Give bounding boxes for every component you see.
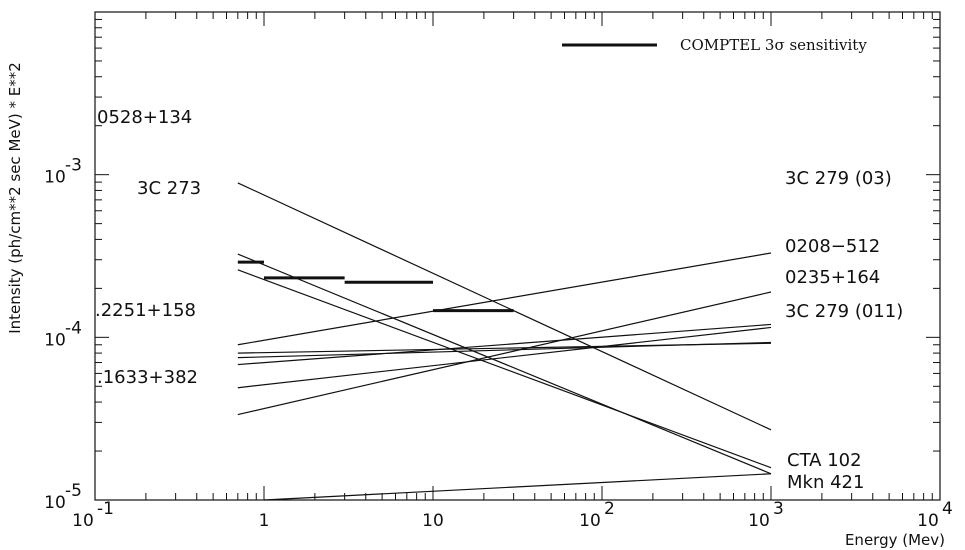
y-tick-exponent: -3 [65,156,82,176]
series-line [237,341,772,359]
series-line [237,326,772,389]
label-cta102: CTA 102 [787,450,862,471]
source-labels: 0528+134 3C 273 .2251+158 .1633+382 3C 2… [95,107,903,493]
x-tick-exponent: 4 [942,499,953,519]
y-axis-label: Intensity (ph/cm**2 sec MeV) * E**2 [6,62,24,334]
x-tick-label: 10 [422,511,444,531]
x-tick-label: 10 [917,511,939,531]
x-tick-exponent: -1 [97,499,114,519]
series-line [237,291,772,416]
y-tick-label: 10 [44,168,66,188]
series-line [237,182,772,431]
y-tick-label: 10 [44,493,66,513]
label-0528-134: 0528+134 [97,107,192,128]
label-3c279-011: 3C 279 (011) [785,301,903,322]
series-line [237,252,772,346]
x-tick-label: 10 [579,511,601,531]
y-tick-exponent: -5 [65,481,82,501]
label-3c279-03: 3C 279 (03) [785,168,892,189]
series-line [263,473,772,501]
label-1633-382: .1633+382 [97,367,198,388]
legend-label: COMPTEL 3σ sensitivity [680,36,867,54]
x-tick-label: 10 [748,511,770,531]
x-tick-exponent: 3 [773,499,784,519]
x-tick-exponent: 2 [604,499,615,519]
series-line [237,269,772,469]
label-0208-512: 0208−512 [785,236,880,257]
label-2251-158: .2251+158 [95,300,196,321]
series-lines [237,182,772,501]
x-axis-label: Energy (Mev) [845,531,945,549]
label-0235-164: 0235+164 [785,267,880,288]
plot-frame [94,11,941,501]
y-tick-exponent: -4 [65,318,82,338]
series-line [237,323,772,366]
legend: COMPTEL 3σ sensitivity [562,36,867,54]
plot-area [94,11,941,501]
label-mkn421: Mkn 421 [787,472,864,493]
sensitivity-segments [237,260,514,313]
x-tick-label: 10 [72,511,94,531]
series-line [237,253,772,475]
y-tick-label: 10 [44,330,66,350]
x-tick-label: 1 [259,511,270,531]
label-3c273: 3C 273 [137,178,201,199]
